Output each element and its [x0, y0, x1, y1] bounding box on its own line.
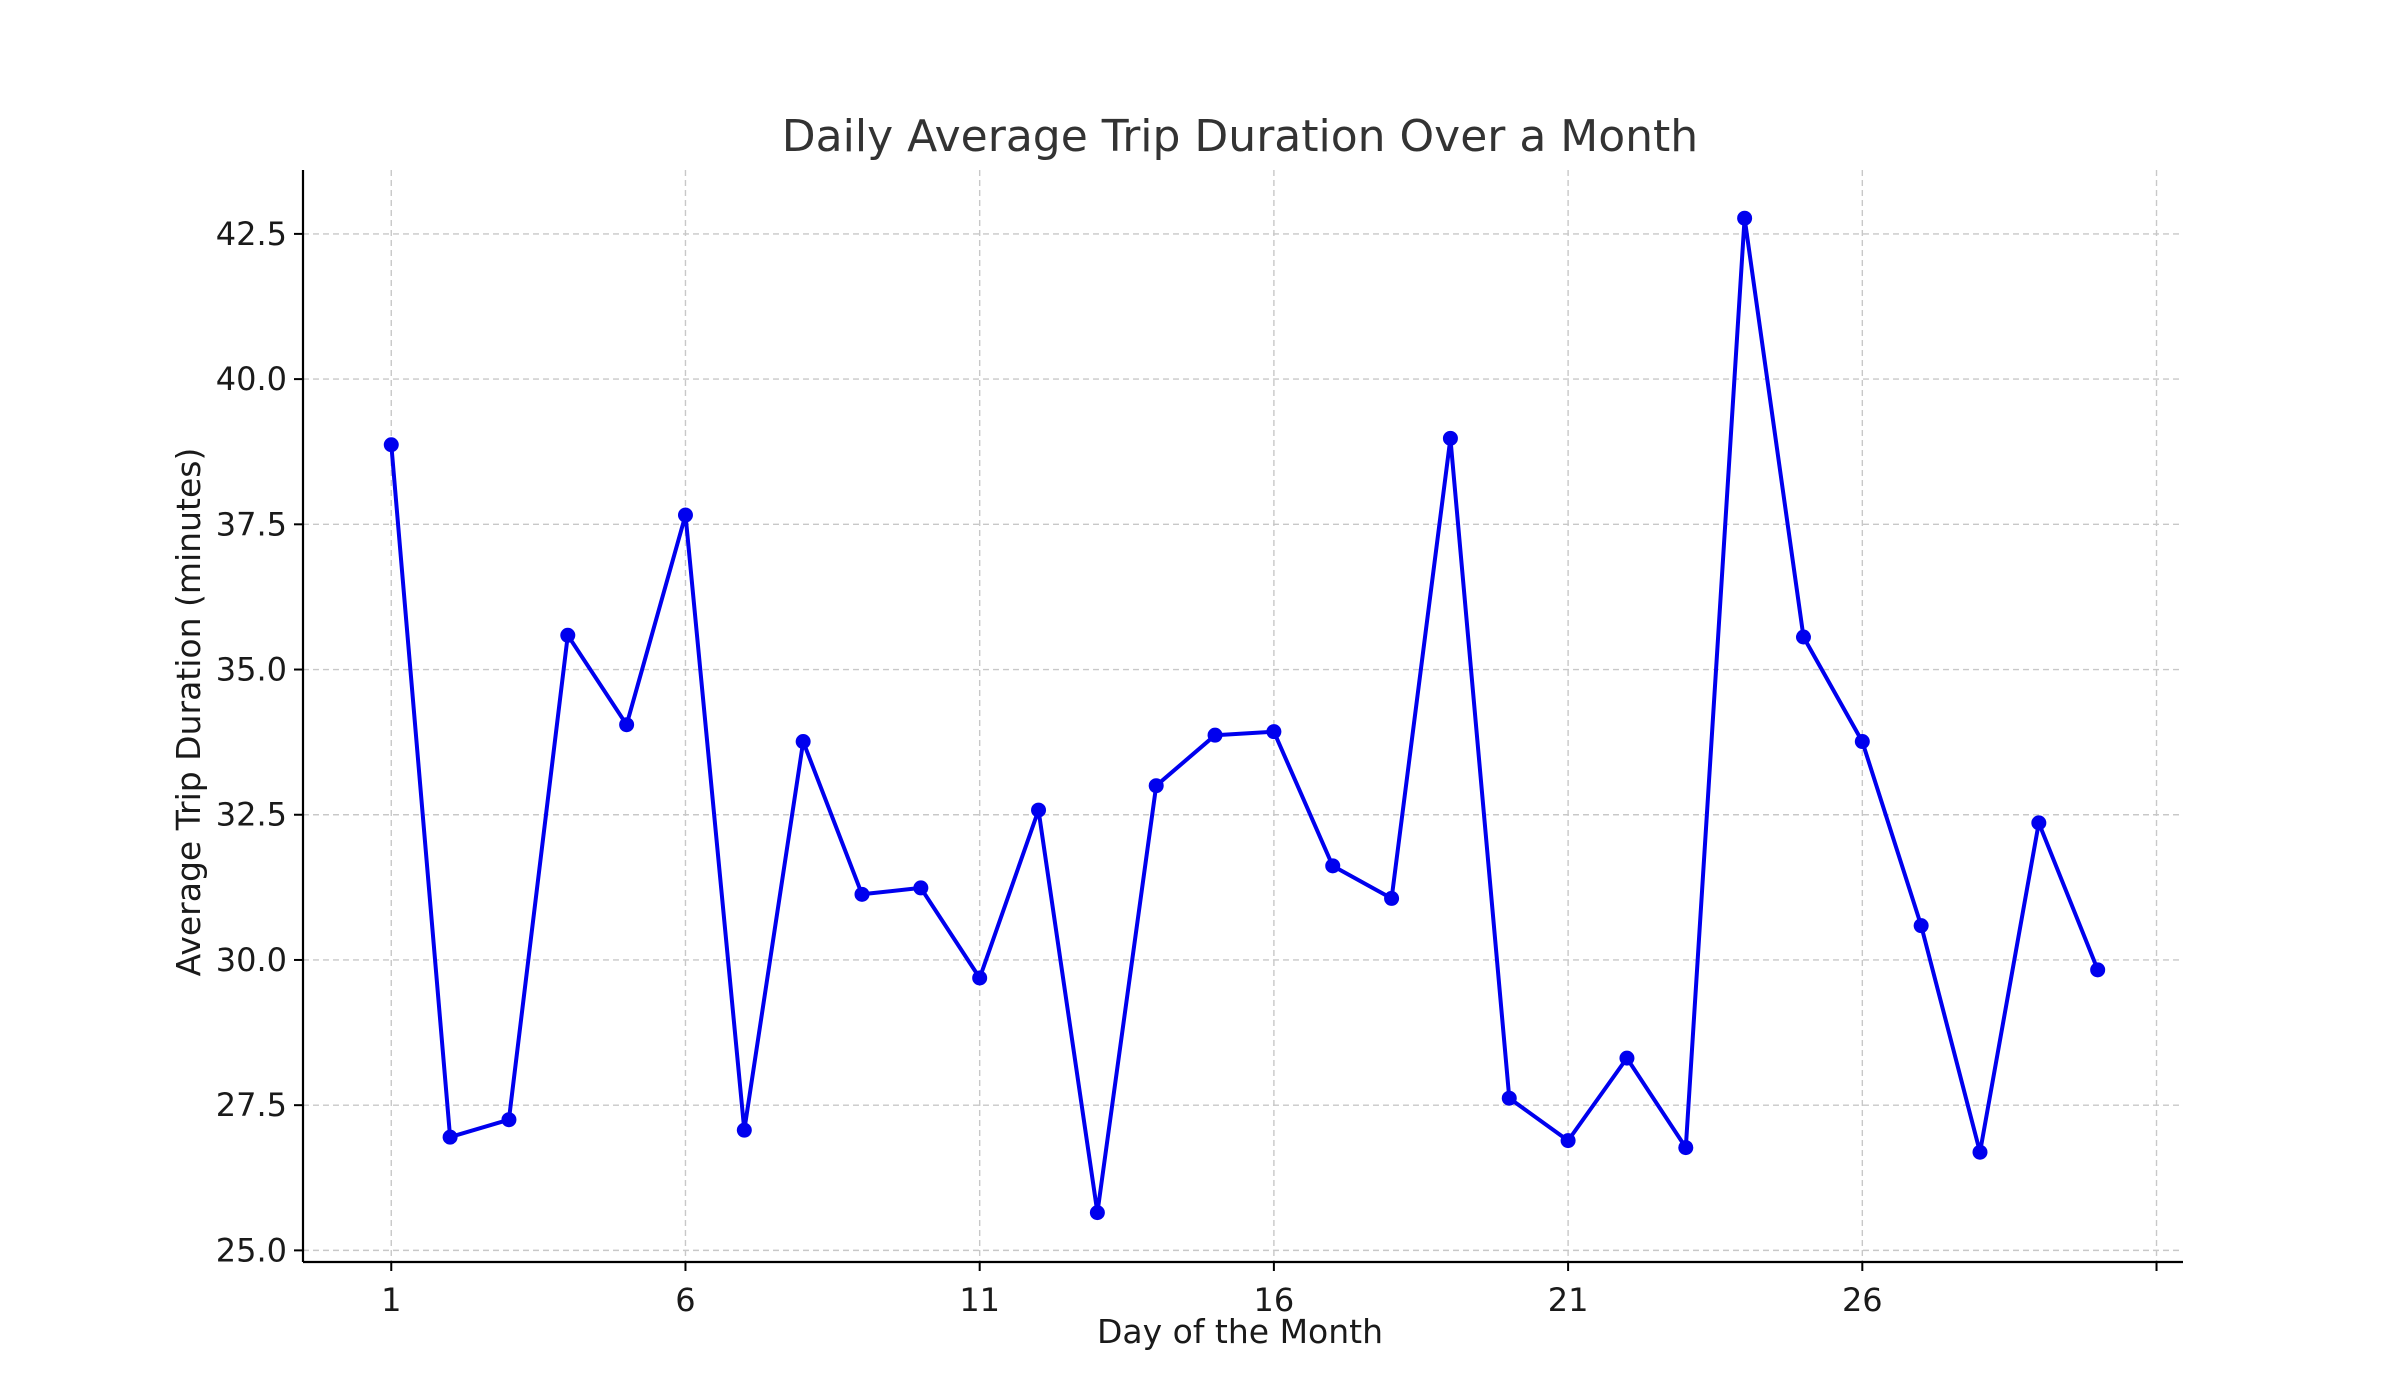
ticks: 1 6 11 16 21 2625.027.530.032.535.037.540.042…: [216, 215, 2158, 1319]
x-tick-label: 6: [675, 1281, 695, 1319]
series-line: [389, 216, 2100, 1215]
data-point: [1619, 1050, 1635, 1066]
data-point: [619, 717, 635, 733]
data-point: [1207, 727, 1223, 743]
data-point: [1266, 724, 1282, 740]
data-point: [795, 734, 811, 750]
data-point: [1678, 1140, 1694, 1156]
y-axis-label: Average Trip Duration (minutes): [169, 448, 208, 977]
x-tick-label: 16: [1254, 1281, 1295, 1319]
data-point: [1031, 802, 1047, 818]
y-tick-label: 37.5: [216, 505, 287, 543]
data-point: [2090, 962, 2106, 978]
data-point: [560, 627, 576, 643]
data-series: [383, 210, 2106, 1221]
data-point: [913, 880, 929, 896]
data-point: [1737, 210, 1753, 226]
data-point: [1325, 858, 1341, 874]
y-tick-label: 35.0: [216, 651, 287, 689]
data-point: [1913, 918, 1929, 934]
x-tick-label: 11: [959, 1281, 1000, 1319]
data-point: [1854, 734, 1870, 750]
data-point: [677, 507, 693, 523]
data-point: [1442, 430, 1458, 446]
y-tick-label: 42.5: [216, 215, 287, 253]
x-tick-label: 1: [381, 1281, 401, 1319]
y-tick-label: 25.0: [216, 1231, 287, 1269]
data-point: [1148, 778, 1164, 794]
x-tick-label: 21: [1548, 1281, 1589, 1319]
data-point: [1560, 1133, 1576, 1149]
y-tick-label: 32.5: [216, 796, 287, 834]
y-tick-label: 30.0: [216, 941, 287, 979]
data-point: [854, 886, 870, 902]
grid: [303, 170, 2183, 1262]
axes: [301, 170, 2183, 1264]
data-point: [1384, 890, 1400, 906]
chart-title: Daily Average Trip Duration Over a Month: [782, 111, 1698, 162]
y-tick-label: 27.5: [216, 1086, 287, 1124]
x-axis-label: Day of the Month: [1097, 1312, 1383, 1351]
data-point: [442, 1129, 458, 1145]
data-point: [2031, 815, 2047, 831]
data-point: [1089, 1205, 1105, 1221]
data-point: [972, 970, 988, 986]
data-point: [501, 1112, 517, 1128]
x-tick-label: 26: [1842, 1281, 1883, 1319]
data-point: [1972, 1144, 1988, 1160]
data-point: [1501, 1090, 1517, 1106]
y-tick-label: 40.0: [216, 360, 287, 398]
data-point: [1795, 629, 1811, 645]
data-point: [736, 1122, 752, 1138]
data-point: [383, 437, 399, 453]
